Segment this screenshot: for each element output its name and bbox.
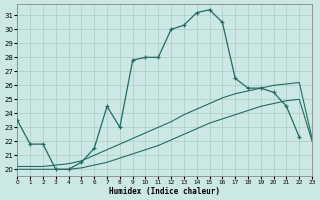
X-axis label: Humidex (Indice chaleur): Humidex (Indice chaleur) bbox=[109, 187, 220, 196]
